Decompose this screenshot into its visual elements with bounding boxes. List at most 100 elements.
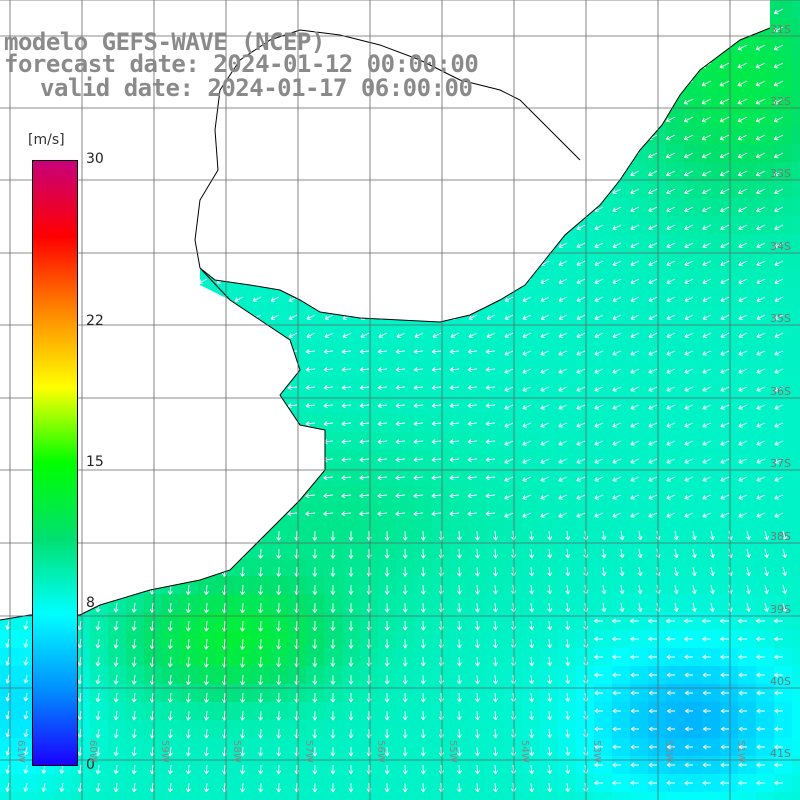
field-cell bbox=[540, 414, 559, 433]
wind-arrow bbox=[565, 746, 571, 756]
wind-arrow bbox=[601, 548, 607, 559]
field-cell bbox=[738, 342, 757, 361]
wind-arrow bbox=[431, 493, 442, 499]
wind-arrow bbox=[666, 762, 675, 768]
wind-arrow bbox=[485, 421, 496, 427]
wind-arrow bbox=[630, 636, 639, 642]
wind-arrow bbox=[413, 421, 424, 427]
field-cell bbox=[702, 288, 721, 307]
wind-arrow bbox=[306, 314, 316, 320]
wind-arrow bbox=[702, 386, 712, 392]
wind-arrow bbox=[258, 548, 264, 559]
field-cell bbox=[414, 378, 433, 397]
field-cell bbox=[774, 612, 793, 631]
wind-arrow bbox=[485, 349, 496, 355]
wind-arrow bbox=[774, 350, 784, 356]
field-cell bbox=[288, 324, 307, 343]
wind-arrow bbox=[341, 511, 352, 517]
wind-arrow bbox=[474, 728, 480, 739]
wind-arrow bbox=[601, 566, 607, 577]
field-cell bbox=[630, 378, 649, 397]
wind-arrow bbox=[529, 692, 535, 703]
field-cell bbox=[540, 324, 559, 343]
wind-arrow bbox=[485, 403, 496, 409]
field-cell bbox=[360, 504, 379, 523]
field-cell bbox=[792, 648, 800, 667]
field-cell bbox=[432, 342, 451, 361]
wind-arrow bbox=[522, 512, 532, 518]
field-cell bbox=[576, 306, 595, 325]
wind-arrow bbox=[474, 584, 480, 595]
field-cell bbox=[540, 432, 559, 451]
wind-arrow bbox=[522, 440, 532, 446]
wind-arrow bbox=[240, 782, 246, 793]
wind-arrow bbox=[648, 242, 658, 248]
field-cell bbox=[738, 450, 757, 469]
wind-arrow bbox=[504, 350, 514, 356]
wind-arrow bbox=[258, 638, 264, 650]
wind-arrow bbox=[666, 332, 676, 338]
field-cell bbox=[774, 774, 793, 793]
field-cell bbox=[306, 324, 325, 343]
latitude-label: 41S bbox=[770, 747, 791, 760]
latitude-label: 36S bbox=[770, 385, 791, 398]
wind-arrow bbox=[691, 602, 697, 612]
wind-arrow bbox=[485, 385, 496, 391]
wind-arrow bbox=[565, 764, 571, 774]
wind-arrow bbox=[402, 764, 408, 775]
wind-arrow bbox=[203, 710, 209, 721]
wind-arrow bbox=[330, 782, 336, 793]
wind-arrow bbox=[745, 566, 751, 577]
field-cell bbox=[648, 756, 667, 775]
wind-arrow bbox=[691, 584, 697, 595]
field-cell bbox=[774, 90, 793, 109]
wind-arrow bbox=[702, 404, 712, 410]
field-cell bbox=[594, 324, 613, 343]
field-cell bbox=[594, 450, 613, 469]
field-cell bbox=[558, 288, 577, 307]
field-cell bbox=[396, 342, 415, 361]
longitude-label: 57W bbox=[303, 740, 314, 763]
wind-arrow bbox=[493, 602, 499, 613]
field-cell bbox=[594, 468, 613, 487]
wind-arrow bbox=[420, 602, 426, 613]
wind-arrow bbox=[612, 296, 622, 302]
field-cell bbox=[684, 198, 703, 217]
wind-arrow bbox=[720, 206, 730, 213]
wind-arrow bbox=[720, 224, 730, 231]
field-cell bbox=[630, 360, 649, 379]
wind-arrow bbox=[774, 206, 784, 213]
field-cell bbox=[774, 216, 793, 235]
field-cell bbox=[666, 774, 685, 793]
field-cell bbox=[738, 504, 757, 523]
field-cell bbox=[774, 36, 793, 55]
wind-arrow bbox=[449, 475, 460, 481]
wind-arrow bbox=[594, 296, 604, 302]
wind-arrow bbox=[395, 367, 406, 373]
field-cell bbox=[648, 378, 667, 397]
field-cell bbox=[648, 396, 667, 415]
wind-arrow bbox=[359, 457, 370, 463]
wind-arrow bbox=[540, 458, 550, 464]
field-cell bbox=[774, 504, 793, 523]
field-cell bbox=[630, 738, 649, 757]
field-cell bbox=[468, 792, 487, 800]
field-cell bbox=[756, 738, 775, 757]
field-cell bbox=[594, 288, 613, 307]
colorbar-unit: [m/s] bbox=[28, 132, 65, 148]
wind-arrow bbox=[774, 654, 783, 660]
field-cell bbox=[702, 468, 721, 487]
field-cell bbox=[738, 288, 757, 307]
field-cell bbox=[774, 270, 793, 289]
wind-arrow bbox=[720, 476, 730, 482]
wind-arrow bbox=[594, 762, 603, 768]
latitude-label: 31S bbox=[770, 23, 791, 36]
wind-arrow bbox=[377, 475, 388, 481]
wind-arrow bbox=[666, 476, 676, 482]
wind-arrow bbox=[467, 493, 478, 499]
wind-arrow bbox=[612, 386, 622, 392]
field-cell bbox=[738, 648, 757, 667]
field-cell bbox=[342, 414, 361, 433]
wind-arrow bbox=[666, 170, 676, 177]
field-cell bbox=[612, 414, 631, 433]
